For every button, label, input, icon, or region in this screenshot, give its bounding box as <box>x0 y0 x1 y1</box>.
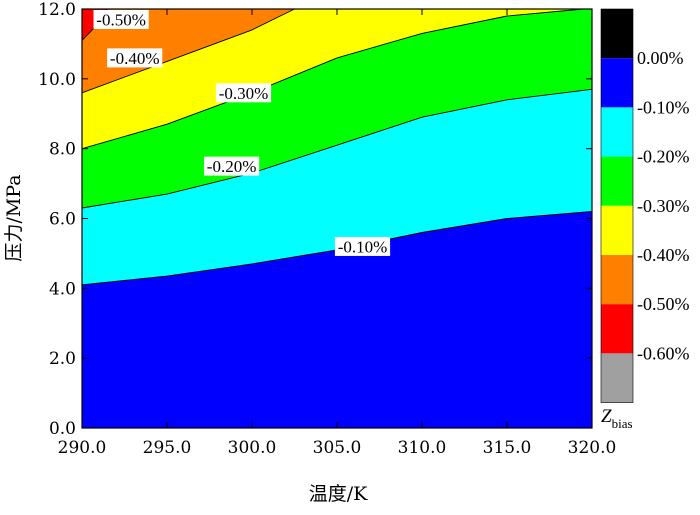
y-tick-label: 6.0 <box>49 210 76 230</box>
contour-label-box <box>107 48 163 68</box>
colorbar-swatch <box>601 156 633 206</box>
contour-region <box>82 9 584 149</box>
x-tick-label: 310.0 <box>398 438 447 458</box>
contour-label: -0.30% <box>219 84 269 103</box>
colorbar-swatch <box>601 107 633 157</box>
colorbar-label: -0.50% <box>637 294 690 314</box>
x-tick-label: 315.0 <box>483 438 532 458</box>
colorbar-title-subscript: bias <box>612 416 633 431</box>
contour-line <box>81 88 593 209</box>
x-tick-label: 290.0 <box>58 438 107 458</box>
colorbar: 0.00% -0.10% -0.20% -0.30% -0.40% -0.50% -0.60… <box>600 8 690 431</box>
axis-ticks: 290.0 295.0 300.0 305.0 310.0 315.0 320.0 0.0 2.… <box>38 0 616 458</box>
y-tick-label: 10.0 <box>38 70 76 90</box>
contour-label-box <box>93 9 149 29</box>
x-tick-label: 320.0 <box>568 438 617 458</box>
y-tick-label: 0.0 <box>49 419 76 439</box>
colorbar-swatch <box>601 58 633 108</box>
contour-region <box>82 9 295 93</box>
contour-label-box <box>334 236 391 256</box>
contour-label: -0.50% <box>96 10 146 29</box>
y-tick-label: 4.0 <box>49 279 76 299</box>
contour-label: -0.20% <box>207 157 257 176</box>
colorbar-swatch <box>601 304 633 354</box>
contour-fills <box>82 9 592 428</box>
x-tick-label: 295.0 <box>143 438 192 458</box>
y-tick-label: 2.0 <box>49 349 76 369</box>
y-tick-label: 8.0 <box>49 140 76 160</box>
contour-region <box>82 9 592 285</box>
contour-label-box <box>204 156 260 176</box>
y-axis-title: 压力/MPa <box>3 174 25 261</box>
colorbar-title: Zbias <box>601 406 633 431</box>
colorbar-frame <box>600 8 634 403</box>
colorbar-label: -0.10% <box>637 97 690 117</box>
colorbar-label: -0.30% <box>637 196 690 216</box>
y-tick-label: 12.0 <box>38 0 76 20</box>
colorbar-label: -0.60% <box>637 343 690 363</box>
contour-label: -0.40% <box>110 49 160 68</box>
contour-label: -0.10% <box>338 237 388 256</box>
contour-line <box>81 8 584 150</box>
contour-label-box <box>215 83 272 103</box>
contour-region <box>82 211 592 428</box>
colorbar-swatch <box>601 353 633 403</box>
colorbar-swatch <box>601 9 633 59</box>
colorbar-swatch <box>601 255 633 305</box>
colorbar-label: -0.20% <box>637 147 690 167</box>
colorbar-label: -0.40% <box>637 245 690 265</box>
x-tick-label: 300.0 <box>228 438 277 458</box>
x-axis-title: 温度/K <box>309 483 368 505</box>
contour-labels: -0.50% -0.40% -0.30% -0.20% -0.10% <box>93 9 391 256</box>
contour-line <box>81 8 295 94</box>
colorbar-swatch <box>601 205 633 255</box>
x-tick-label: 305.0 <box>313 438 362 458</box>
colorbar-label: 0.00% <box>637 48 684 68</box>
